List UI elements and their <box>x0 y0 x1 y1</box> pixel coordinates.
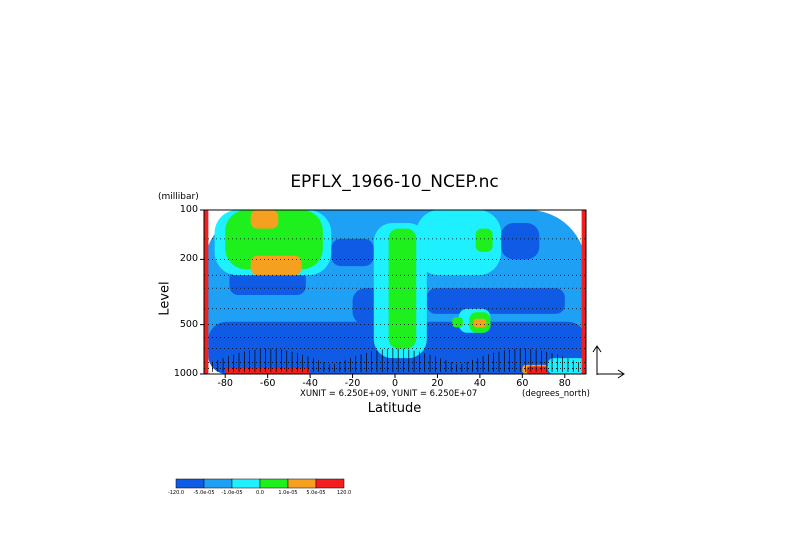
colorbar-label: -5.0e-05 <box>193 490 215 496</box>
contour-region <box>501 222 540 260</box>
x-tick-label: 60 <box>516 378 529 389</box>
contour-region <box>225 210 323 270</box>
contour-region <box>204 210 209 374</box>
x-tick-label: 40 <box>473 378 486 389</box>
y-tick-label: 100 <box>179 204 198 215</box>
x-axis-label: Latitude <box>0 402 789 415</box>
contour-region <box>416 210 502 276</box>
contour-region <box>526 366 548 374</box>
x-tick-label: -80 <box>217 378 233 389</box>
colorbar-swatch <box>259 478 289 489</box>
contour-region <box>250 210 279 229</box>
colorbar-swatch <box>315 478 345 489</box>
colorbar-swatch <box>287 478 317 489</box>
vector-units-note: XUNIT = 6.250E+09, YUNIT = 6.250E+07 <box>300 389 478 399</box>
contour-region <box>250 255 302 276</box>
unit-arrow-head <box>617 369 625 379</box>
x-axis-label-text: Latitude <box>367 401 422 416</box>
x-tick-label: 0 <box>391 378 399 389</box>
contour-region <box>388 228 417 349</box>
contour-region <box>581 210 586 374</box>
colorbar-label: 0.0 <box>256 490 264 496</box>
contour-region <box>225 368 311 374</box>
y-axis-unit: (millibar) <box>158 192 199 202</box>
x-tick-label: 20 <box>431 378 444 389</box>
colorbar-swatch <box>231 478 261 489</box>
colorbar-label: 120.0 <box>336 490 352 496</box>
colorbar-label: 5.0e-05 <box>306 490 326 496</box>
contour-region <box>547 358 586 374</box>
x-tick-label: 80 <box>558 378 571 389</box>
x-tick-label: -40 <box>302 378 318 389</box>
x-tick-label: -60 <box>259 378 276 389</box>
y-tick-label: 200 <box>179 253 198 265</box>
contour-region <box>452 317 463 328</box>
colorbar-swatch <box>203 478 233 489</box>
colorbar-label: -1.0e-05 <box>221 490 243 496</box>
unit-arrow-head <box>592 345 602 353</box>
colorbar-swatch <box>175 478 205 489</box>
x-tick-label: -20 <box>344 378 361 389</box>
contour-region <box>473 318 487 328</box>
x-axis-unit: (degrees_north) <box>522 389 590 399</box>
colorbar-label: -120.0 <box>167 490 185 496</box>
y-tick-label: 1000 <box>173 368 198 379</box>
colorbar-label: 1.0e-05 <box>278 490 298 496</box>
contour-region <box>331 238 374 267</box>
contour-region <box>475 228 493 252</box>
contour-region <box>426 288 565 314</box>
y-tick-label: 500 <box>179 318 198 330</box>
chart-title: EPFLX_1966-10_NCEP.nc <box>290 172 499 192</box>
